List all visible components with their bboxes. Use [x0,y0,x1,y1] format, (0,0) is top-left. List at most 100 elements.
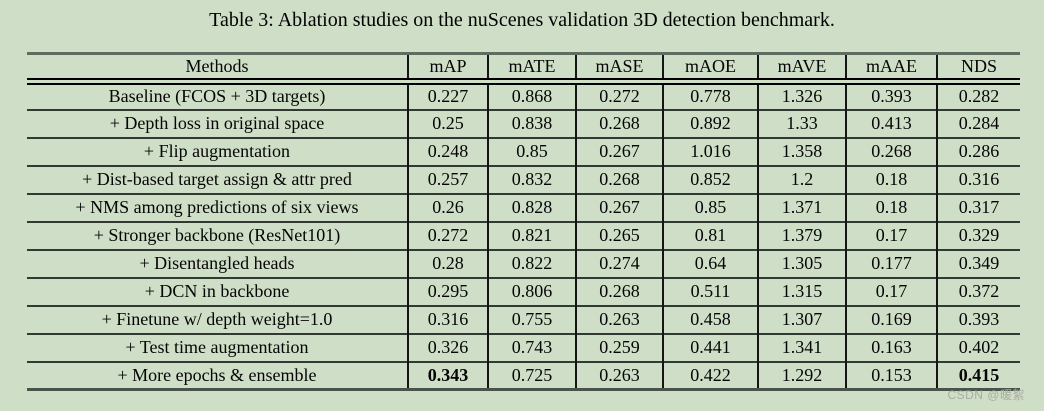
table-body: Baseline (FCOS + 3D targets) 0.227 0.868 0.… [27,80,1020,390]
method-cell: + Stronger backbone (ResNet101) [27,220,408,250]
value-cell: 1.307 [757,304,846,334]
value-cell: 0.372 [936,276,1020,306]
value-cell: 0.458 [662,304,758,334]
value-cell: 1.016 [662,136,758,166]
value-cell: 0.511 [662,276,758,306]
value-cell: 0.272 [407,220,488,250]
value-cell: 0.18 [845,164,937,194]
value-cell: 0.868 [487,80,576,110]
value-cell: 0.316 [936,164,1020,194]
value-cell: 0.316 [407,304,488,334]
method-cell: + DCN in backbone [27,276,408,306]
table-caption: Table 3: Ablation studies on the nuScene… [209,9,835,31]
table-row: + Disentangled heads 0.28 0.822 0.274 0.64 1.… [27,248,1020,278]
value-cell: 0.393 [936,304,1020,334]
table-row: + Depth loss in original space 0.25 0.838 0… [27,108,1020,138]
value-cell: 0.852 [662,164,758,194]
value-cell: 0.822 [487,248,576,278]
column-header-maoe: mAOE [662,53,758,85]
value-cell: 0.828 [487,192,576,222]
value-cell: 0.25 [407,108,488,138]
header-row: Methods mAP mATE mASE mAOE mAVE mAAE NDS [27,53,1020,85]
value-cell: 0.177 [845,248,937,278]
value-cell: 1.371 [757,192,846,222]
value-cell: 1.326 [757,80,846,110]
value-cell: 1.305 [757,248,846,278]
value-cell: 0.272 [575,80,663,110]
value-cell: 0.282 [936,80,1020,110]
value-cell: 0.64 [662,248,758,278]
value-cell: 1.33 [757,108,846,138]
value-cell: 1.341 [757,332,846,362]
value-cell: 0.268 [575,108,663,138]
value-cell: 0.415 [936,360,1020,390]
value-cell: 0.725 [487,360,576,390]
method-cell: + Finetune w/ depth weight=1.0 [27,304,408,334]
value-cell: 0.268 [845,136,937,166]
value-cell: 0.778 [662,80,758,110]
value-cell: 0.153 [845,360,937,390]
value-cell: 0.326 [407,332,488,362]
value-cell: 0.169 [845,304,937,334]
value-cell: 0.402 [936,332,1020,362]
value-cell: 0.268 [575,164,663,194]
column-header-maae: mAAE [845,53,937,85]
table-row: + Finetune w/ depth weight=1.0 0.316 0.755… [27,304,1020,334]
value-cell: 1.292 [757,360,846,390]
column-header-methods: Methods [27,53,408,85]
value-cell: 1.358 [757,136,846,166]
value-cell: 0.267 [575,192,663,222]
column-header-mate: mATE [487,53,576,85]
value-cell: 0.838 [487,108,576,138]
value-cell: 0.259 [575,332,663,362]
value-cell: 0.317 [936,192,1020,222]
value-cell: 0.163 [845,332,937,362]
value-cell: 0.85 [487,136,576,166]
value-cell: 0.268 [575,276,663,306]
value-cell: 0.18 [845,192,937,222]
table-row: + Test time augmentation 0.326 0.743 0.259 0… [27,332,1020,362]
value-cell: 0.343 [407,360,488,390]
value-cell: 0.284 [936,108,1020,138]
value-cell: 0.329 [936,220,1020,250]
value-cell: 1.315 [757,276,846,306]
value-cell: 0.248 [407,136,488,166]
value-cell: 0.821 [487,220,576,250]
value-cell: 0.286 [936,136,1020,166]
value-cell: 1.379 [757,220,846,250]
column-header-mase: mASE [575,53,663,85]
value-cell: 0.265 [575,220,663,250]
watermark: CSDN @暖絮 [947,388,1025,402]
value-cell: 0.274 [575,248,663,278]
value-cell: 0.257 [407,164,488,194]
method-cell: + More epochs & ensemble [27,360,408,390]
value-cell: 0.17 [845,220,937,250]
value-cell: 0.26 [407,192,488,222]
value-cell: 0.892 [662,108,758,138]
value-cell: 0.17 [845,276,937,306]
value-cell: 0.267 [575,136,663,166]
value-cell: 0.227 [407,80,488,110]
column-header-mave: mAVE [757,53,846,85]
value-cell: 0.393 [845,80,937,110]
value-cell: 0.85 [662,192,758,222]
value-cell: 0.28 [407,248,488,278]
value-cell: 0.755 [487,304,576,334]
value-cell: 0.806 [487,276,576,306]
method-cell: + Flip augmentation [27,136,408,166]
value-cell: 0.441 [662,332,758,362]
value-cell: 0.81 [662,220,758,250]
column-header-map: mAP [407,53,488,85]
table-row: + Flip augmentation 0.248 0.85 0.267 1.016 1.… [27,136,1020,166]
value-cell: 0.295 [407,276,488,306]
table-row: + Stronger backbone (ResNet101) 0.272 0.82… [27,220,1020,250]
value-cell: 0.743 [487,332,576,362]
table-row: + NMS among predictions of six views 0.26… [27,192,1020,222]
value-cell: 0.413 [845,108,937,138]
method-cell: + Depth loss in original space [27,108,408,138]
column-header-nds: NDS [936,53,1020,85]
value-cell: 0.263 [575,304,663,334]
table-row: + More epochs & ensemble 0.343 0.725 0.263 0… [27,360,1020,390]
ablation-table: Methods mAP mATE mASE mAOE mAVE mAAE NDS Baseli… [27,52,1020,391]
method-cell: + Disentangled heads [27,248,408,278]
